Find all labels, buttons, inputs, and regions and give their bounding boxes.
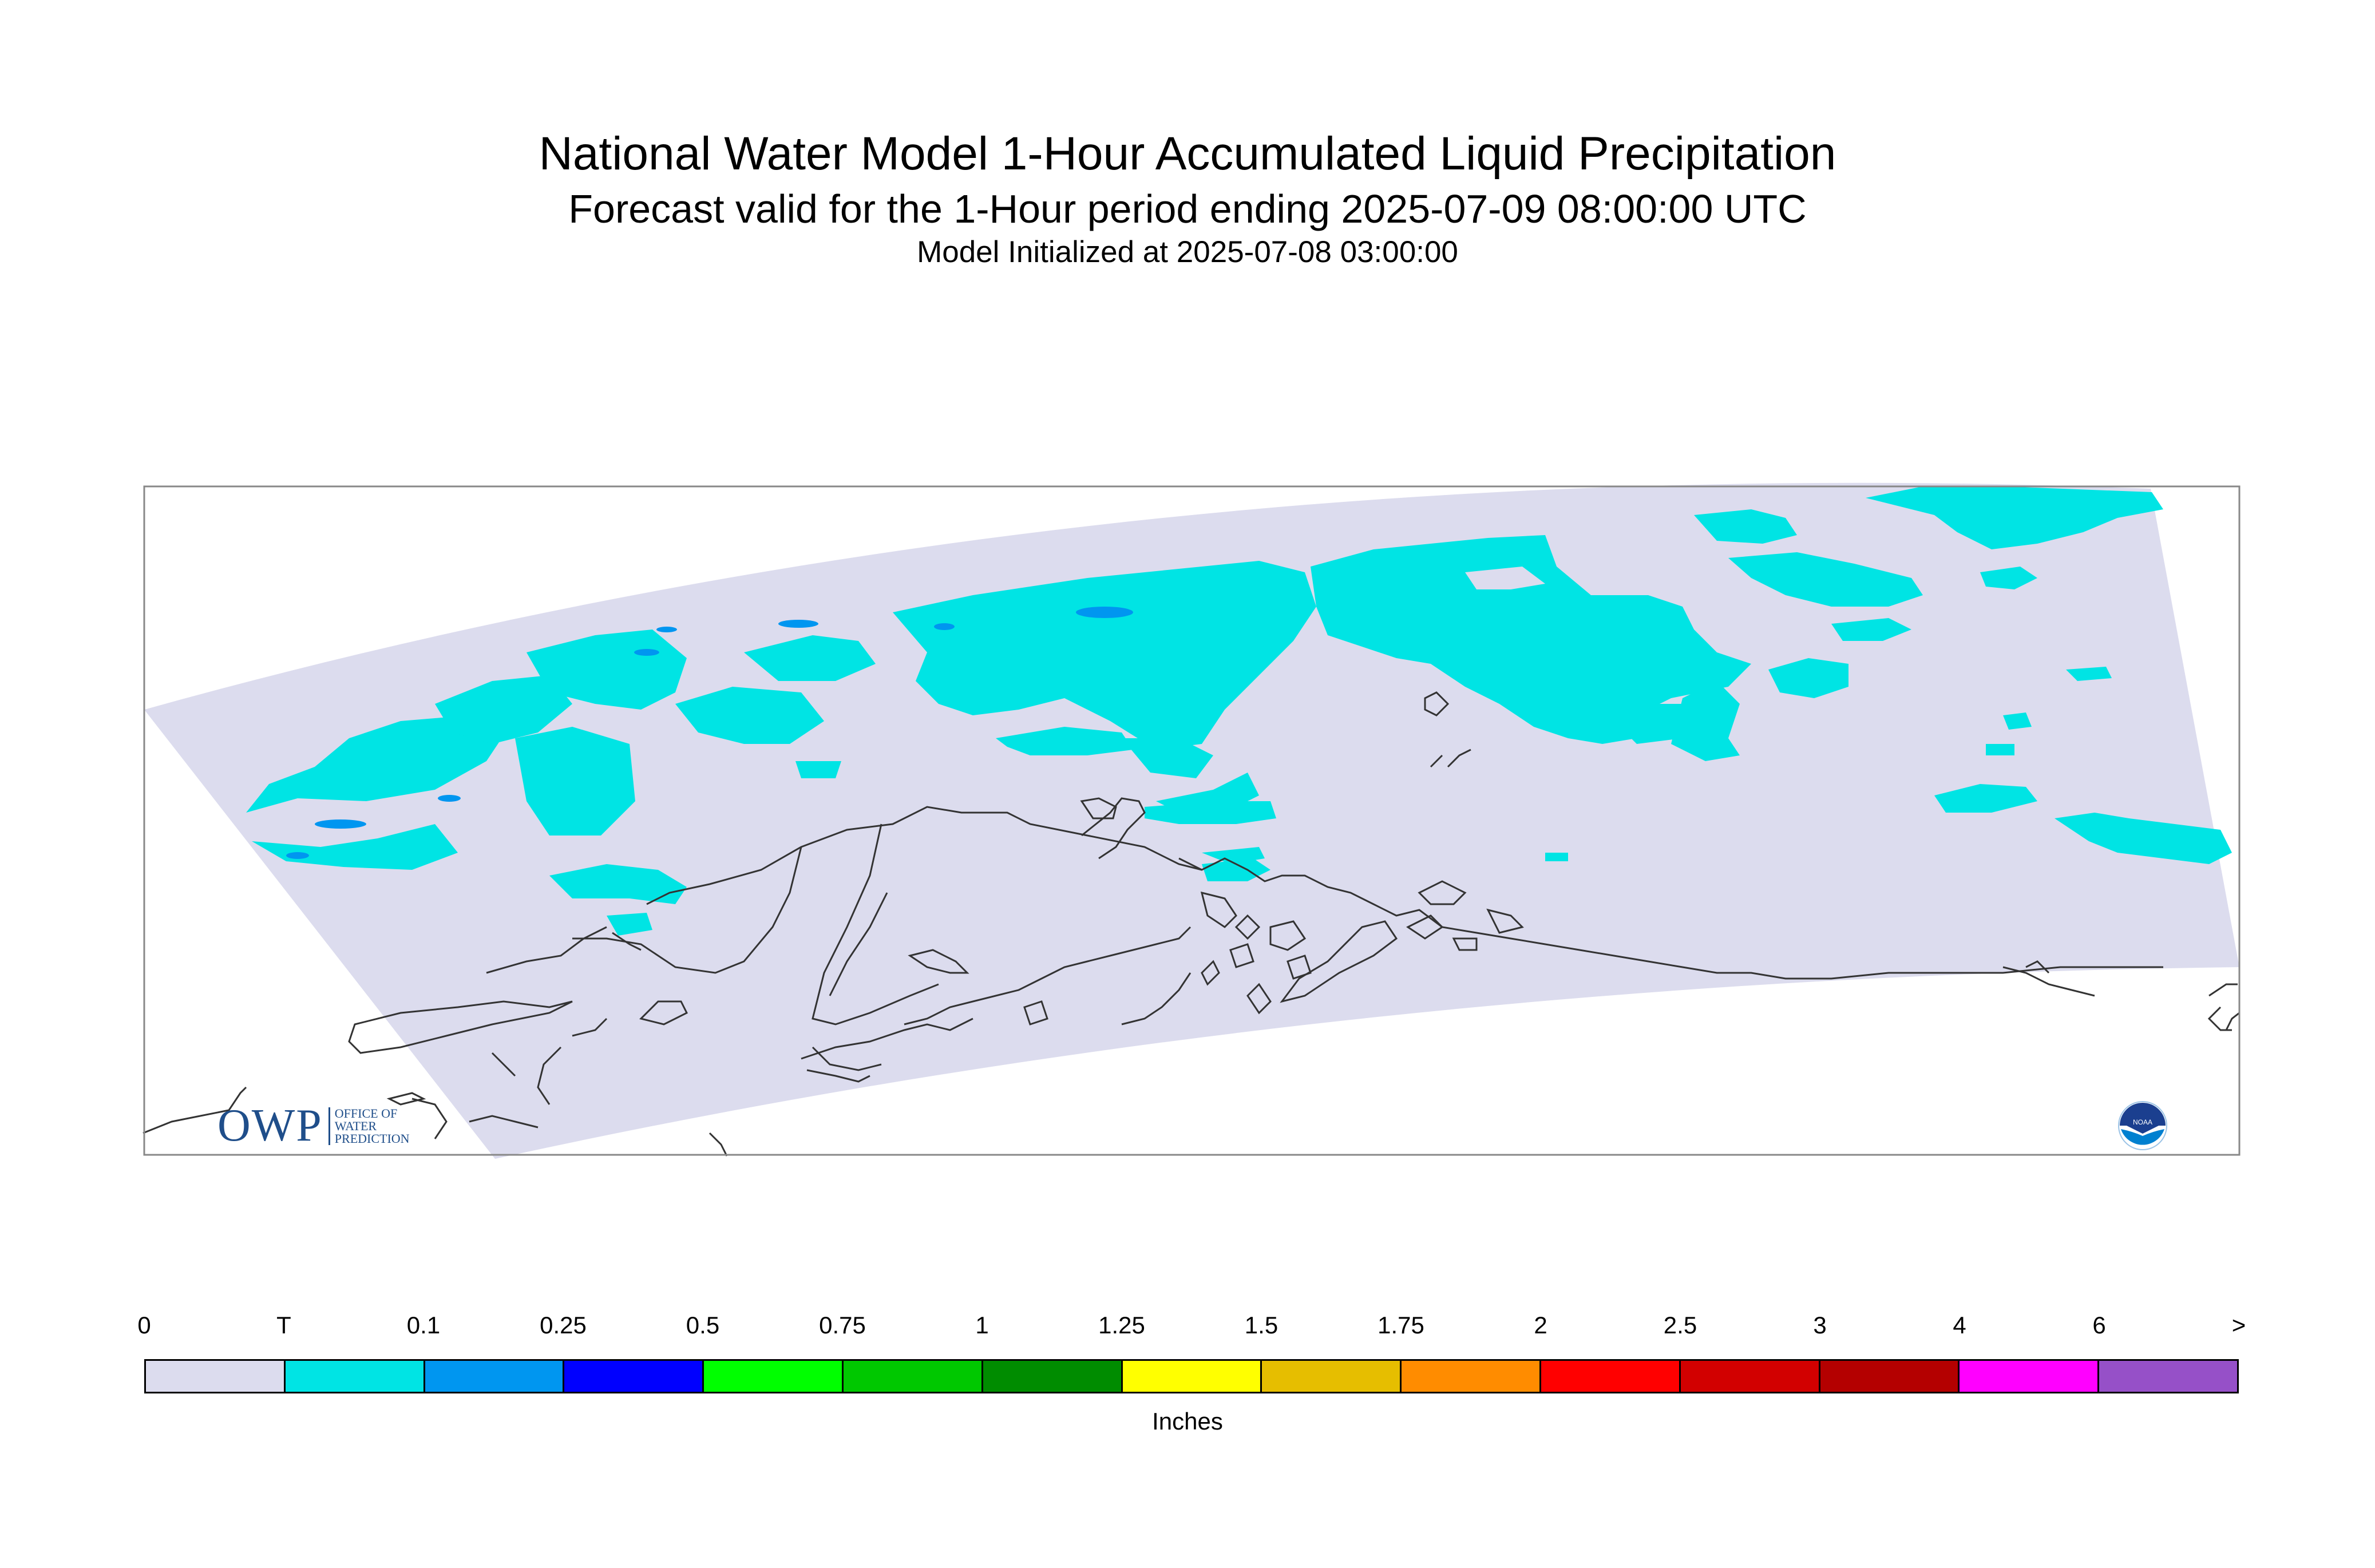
legend-bin <box>425 1361 565 1392</box>
forecast-valid-subtitle: Forecast valid for the 1-Hour period end… <box>568 187 1807 231</box>
owp-logo-line2: WATER <box>334 1118 377 1133</box>
owp-logo: OWP OFFICE OF WATER PREDICTION <box>217 1100 410 1152</box>
legend-bin <box>285 1361 425 1392</box>
owp-logo-line3: PREDICTION <box>334 1131 410 1146</box>
legend-tick-label: > <box>2231 1312 2246 1339</box>
noaa-logo: NOAA <box>2118 1101 2167 1150</box>
legend-tick-label: 4 <box>1953 1312 1966 1339</box>
legend-tick-label: 6 <box>2092 1312 2106 1339</box>
legend-tick-label: 3 <box>1813 1312 1827 1339</box>
legend-tick-label: 0 <box>137 1312 151 1339</box>
owp-logo-line1: OFFICE OF <box>334 1106 398 1120</box>
legend-bin <box>1541 1361 1681 1392</box>
legend-tick-label: 0.1 <box>406 1312 441 1339</box>
legend-tick-label: 2 <box>1534 1312 1547 1339</box>
legend-bin <box>2099 1361 2237 1392</box>
legend-bin <box>1960 1361 2100 1392</box>
legend-tick-label: 2.5 <box>1663 1312 1697 1339</box>
coastlines <box>142 691 2240 1157</box>
legend-tick-label: 1.75 <box>1378 1312 1424 1339</box>
legend-bin <box>1820 1361 1960 1392</box>
legend-bin <box>564 1361 704 1392</box>
legend-tick-label: 1.5 <box>1244 1312 1278 1339</box>
legend-tick-label: 1.25 <box>1098 1312 1145 1339</box>
legend-tick-label: 1 <box>975 1312 989 1339</box>
legend-bin <box>983 1361 1123 1392</box>
legend-bin <box>1680 1361 1820 1392</box>
legend-bin <box>704 1361 844 1392</box>
legend-tick-label: 0.75 <box>819 1312 866 1339</box>
legend-bin <box>843 1361 983 1392</box>
owp-logo-abbr: OWP <box>217 1100 323 1151</box>
legend-units-label: Inches <box>1152 1408 1223 1435</box>
legend-bin <box>1262 1361 1402 1392</box>
legend-bin <box>1402 1361 1541 1392</box>
legend-tick-label: T <box>276 1312 291 1339</box>
svg-text:NOAA: NOAA <box>2133 1118 2152 1126</box>
light-precip-areas <box>286 607 1133 859</box>
legend-bin <box>1122 1361 1262 1392</box>
model-init-subtitle: Model Initialized at 2025-07-08 03:00:00 <box>917 235 1458 269</box>
legend-tick-label: 0.25 <box>540 1312 587 1339</box>
map-title: National Water Model 1-Hour Accumulated … <box>539 128 1836 180</box>
legend-bin <box>146 1361 286 1392</box>
color-legend-bar <box>144 1359 2239 1393</box>
legend-tick-label: 0.5 <box>686 1312 720 1339</box>
owp-logo-text: OFFICE OF WATER PREDICTION <box>328 1107 410 1145</box>
map-frame <box>143 485 2241 1156</box>
